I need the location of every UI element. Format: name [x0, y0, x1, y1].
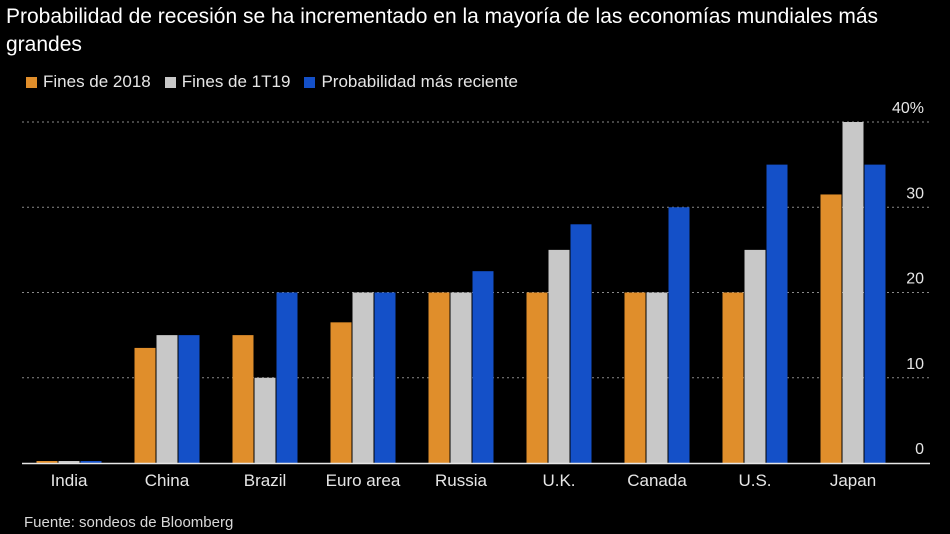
bar: [548, 249, 570, 463]
bar: [428, 292, 450, 463]
legend-swatch-fines-1t19: [164, 76, 176, 88]
bar: [232, 335, 254, 463]
x-tick-label: Euro area: [326, 471, 401, 490]
y-tick-label: 40%: [892, 100, 924, 117]
bar: [472, 271, 494, 463]
bar: [722, 292, 744, 463]
bar: [744, 249, 766, 463]
bar: [842, 122, 864, 463]
bar: [864, 164, 886, 463]
x-tick-label: U.K.: [542, 471, 575, 490]
bar: [276, 292, 298, 463]
bar: [254, 377, 276, 463]
legend-label-fines-2018: Fines de 2018: [43, 72, 151, 91]
legend-label-mas-reciente: Probabilidad más reciente: [321, 72, 518, 91]
legend-item-mas-reciente: Probabilidad más reciente: [304, 72, 518, 92]
bar: [668, 207, 690, 463]
x-tick-label: Japan: [830, 471, 876, 490]
bar: [570, 224, 592, 463]
bar: [374, 292, 396, 463]
bar: [58, 461, 80, 463]
bar: [80, 461, 102, 463]
legend-item-fines-1t19: Fines de 1T19: [164, 72, 291, 92]
legend-swatch-mas-reciente: [304, 76, 316, 88]
bar: [330, 322, 352, 463]
x-tick-label: Russia: [435, 471, 488, 490]
legend: Fines de 2018 Fines de 1T19 Probabilidad…: [26, 72, 532, 92]
legend-item-fines-2018: Fines de 2018: [26, 72, 151, 92]
x-tick-label: India: [51, 471, 88, 490]
x-tick-label: China: [145, 471, 190, 490]
y-tick-label: 20: [906, 271, 924, 288]
x-tick-label: Canada: [627, 471, 687, 490]
bar: [178, 335, 200, 463]
legend-label-fines-1t19: Fines de 1T19: [181, 72, 291, 91]
bar: [526, 292, 548, 463]
bar: [36, 461, 58, 463]
source-note: Fuente: sondeos de Bloomberg: [24, 514, 234, 531]
bar: [134, 347, 156, 463]
y-tick-label: 30: [906, 185, 924, 202]
bar: [820, 194, 842, 463]
bar: [766, 164, 788, 463]
bar: [624, 292, 646, 463]
x-tick-label: Brazil: [244, 471, 287, 490]
bar: [156, 335, 178, 463]
y-tick-label: 0: [915, 441, 924, 458]
legend-swatch-fines-2018: [26, 76, 37, 88]
bar: [352, 292, 374, 463]
x-tick-label: U.S.: [738, 471, 771, 490]
chart-title: Probabilidad de recesión se ha increment…: [6, 5, 878, 56]
y-tick-label: 10: [906, 356, 924, 373]
bar: [450, 292, 472, 463]
bar: [646, 292, 668, 463]
